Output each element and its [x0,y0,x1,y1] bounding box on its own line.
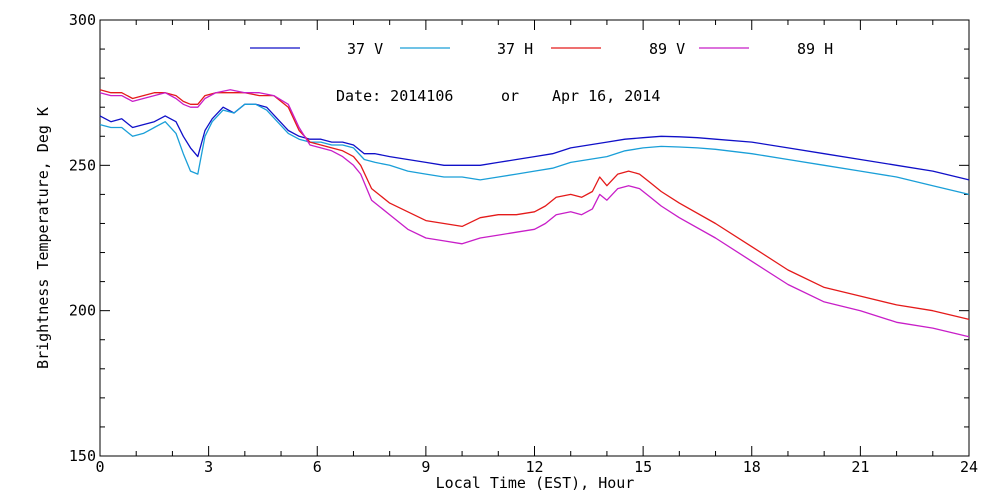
x-tick-label: 9 [421,458,430,476]
x-tick-label: 6 [313,458,322,476]
x-axis-label: Local Time (EST), Hour [436,474,635,492]
y-tick-label: 300 [69,11,96,29]
x-tick-label: 18 [743,458,761,476]
legend-label: 89 V [649,40,685,58]
plot-frame [99,19,970,457]
series-lines [99,89,970,338]
date-label: Date: 2014106 [336,87,453,105]
x-tick-label: 12 [525,458,543,476]
legend-label: 37 V [347,40,383,58]
x-tick-label: 24 [960,458,978,476]
y-tick-label: 250 [69,156,96,174]
y-tick-label: 200 [69,302,96,320]
date-alt-label: Apr 16, 2014 [552,87,660,105]
series-line-37-v [99,103,970,181]
y-axis-label: Brightness Temperature, Deg K [34,107,52,369]
series-line-89-v [99,89,970,321]
series-line-89-h [99,89,970,338]
x-tick-label: 15 [634,458,652,476]
x-tick-label: 21 [851,458,869,476]
x-tick-label: 0 [95,458,104,476]
series-line-37-h [99,103,970,196]
legend: 37 V 37 H 89 V 89 H [250,40,833,58]
y-tick-label: 150 [69,447,96,465]
date-or-label: or [501,87,519,105]
axis-ticks: 0 3 6 9 12 15 18 21 24 150 200 250 300 [69,11,978,476]
legend-label: 89 H [797,40,833,58]
legend-label: 37 H [497,40,533,58]
x-tick-label: 3 [204,458,213,476]
